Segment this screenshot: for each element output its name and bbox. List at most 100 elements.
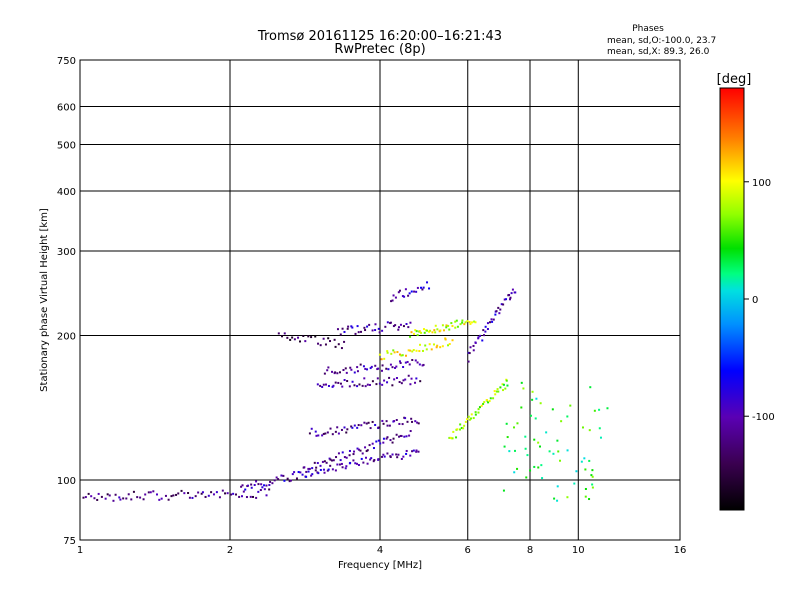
data-point	[497, 306, 500, 309]
data-point	[525, 476, 528, 479]
data-point	[255, 480, 258, 483]
data-point	[356, 385, 359, 388]
data-point	[407, 349, 410, 352]
data-point	[265, 484, 268, 487]
data-point	[357, 448, 360, 451]
y-tick-label: 600	[57, 103, 76, 114]
data-point	[353, 384, 356, 387]
data-point	[386, 321, 389, 324]
data-point	[263, 484, 266, 487]
data-point	[403, 435, 406, 438]
x-tick-label: 2	[227, 545, 233, 556]
data-point	[259, 489, 262, 492]
data-point	[366, 325, 369, 328]
data-point	[395, 433, 398, 436]
data-point	[495, 310, 498, 313]
data-point	[484, 325, 487, 328]
data-point	[529, 469, 532, 472]
colorbar	[719, 87, 745, 511]
data-point	[520, 406, 523, 409]
data-point	[326, 369, 329, 372]
data-point	[566, 496, 569, 499]
data-point	[164, 494, 167, 497]
data-point	[449, 436, 452, 439]
x-tick-label: 1	[77, 545, 83, 556]
data-point	[373, 458, 376, 461]
data-point	[426, 281, 429, 284]
data-point	[482, 329, 485, 332]
data-point	[461, 321, 464, 324]
data-point	[496, 388, 499, 391]
data-point	[286, 336, 289, 339]
data-point	[321, 434, 324, 437]
data-point	[177, 492, 180, 495]
y-tick-label: 75	[63, 536, 76, 547]
data-point	[265, 494, 268, 497]
data-point	[321, 385, 324, 388]
data-point	[556, 439, 559, 442]
data-point	[350, 325, 353, 328]
data-point	[191, 496, 194, 499]
data-point	[357, 464, 360, 467]
data-point	[323, 460, 326, 463]
data-point	[337, 381, 340, 384]
data-point	[311, 473, 314, 476]
data-point	[112, 499, 115, 502]
data-point	[357, 424, 360, 427]
data-point	[404, 378, 407, 381]
data-point	[82, 496, 85, 499]
data-point	[326, 469, 329, 472]
data-point	[588, 498, 591, 501]
data-point	[411, 450, 414, 453]
data-point	[311, 467, 314, 470]
data-point	[343, 456, 346, 459]
data-point	[224, 492, 227, 495]
data-point	[372, 460, 375, 463]
data-point	[464, 321, 467, 324]
data-point	[480, 404, 483, 407]
data-point	[409, 430, 412, 433]
data-point	[257, 483, 260, 486]
data-point	[322, 432, 325, 435]
data-point	[489, 321, 492, 324]
data-point	[399, 353, 402, 356]
y-axis-ticks: 75 100 200 300 400 500 600 750	[57, 56, 76, 547]
data-point	[250, 483, 253, 486]
data-point	[429, 329, 432, 332]
data-point	[410, 417, 413, 420]
data-point	[407, 294, 410, 297]
data-point	[127, 493, 130, 496]
data-point	[356, 462, 359, 465]
data-point	[371, 329, 374, 332]
data-point	[580, 460, 583, 463]
data-point	[293, 338, 296, 341]
data-point	[439, 329, 442, 332]
data-point	[452, 430, 455, 433]
data-point	[361, 384, 364, 387]
data-point	[356, 325, 359, 328]
data-point	[499, 308, 502, 311]
data-point	[327, 366, 330, 369]
data-point	[413, 332, 416, 335]
data-point	[472, 344, 475, 347]
x-tick-label: 4	[377, 545, 383, 556]
data-point	[93, 497, 96, 500]
data-point	[334, 430, 337, 433]
y-tick-label: 300	[57, 247, 76, 258]
data-point	[314, 469, 317, 472]
data-point	[242, 490, 245, 493]
data-point	[395, 377, 398, 380]
data-point	[510, 292, 513, 295]
data-point	[356, 370, 359, 373]
data-point	[385, 420, 388, 423]
data-point	[339, 382, 342, 385]
data-point	[590, 474, 593, 477]
data-point	[365, 422, 368, 425]
data-point	[147, 491, 150, 494]
data-point	[194, 495, 197, 498]
data-point	[505, 298, 508, 301]
data-point	[277, 332, 280, 335]
data-point	[331, 433, 334, 436]
data-point	[414, 420, 417, 423]
data-point	[464, 420, 467, 423]
